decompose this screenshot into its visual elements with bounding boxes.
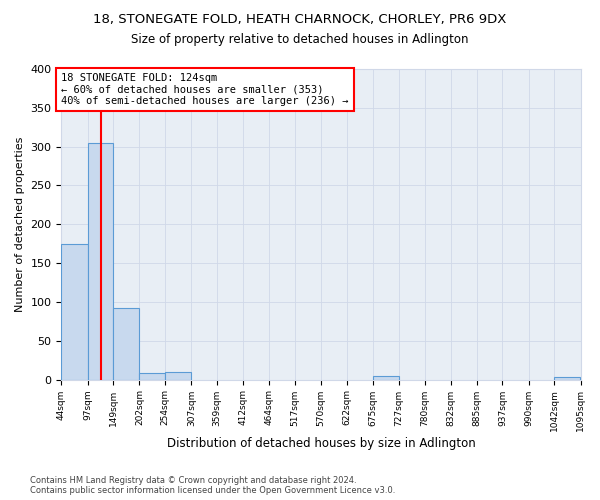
Bar [554, 378, 580, 380]
Text: 18 STONEGATE FOLD: 124sqm
← 60% of detached houses are smaller (353)
40% of semi: 18 STONEGATE FOLD: 124sqm ← 60% of detac… [61, 73, 349, 106]
Bar [139, 372, 165, 380]
Bar [88, 143, 113, 380]
Text: 18, STONEGATE FOLD, HEATH CHARNOCK, CHORLEY, PR6 9DX: 18, STONEGATE FOLD, HEATH CHARNOCK, CHOR… [94, 12, 506, 26]
Bar [373, 376, 399, 380]
Bar [61, 244, 88, 380]
Text: Contains HM Land Registry data © Crown copyright and database right 2024.
Contai: Contains HM Land Registry data © Crown c… [30, 476, 395, 495]
Text: Size of property relative to detached houses in Adlington: Size of property relative to detached ho… [131, 32, 469, 46]
Bar [113, 308, 139, 380]
Y-axis label: Number of detached properties: Number of detached properties [15, 136, 25, 312]
X-axis label: Distribution of detached houses by size in Adlington: Distribution of detached houses by size … [167, 437, 475, 450]
Bar [165, 372, 191, 380]
